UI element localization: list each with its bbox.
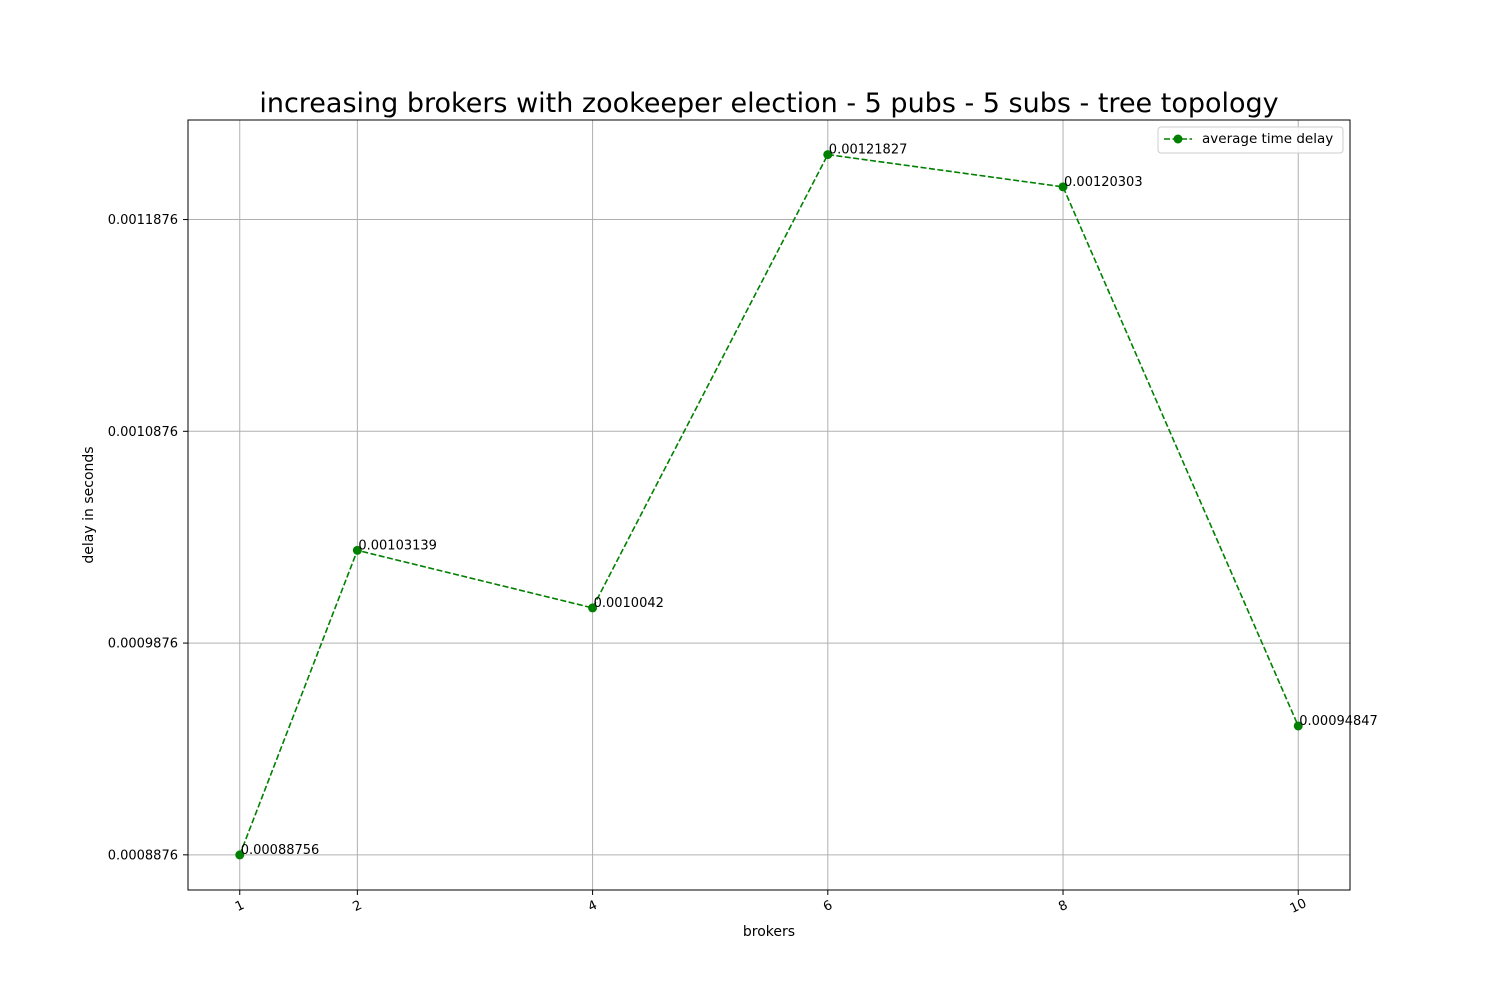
axes: 1 2 4 6 8 10 0.0008876 0.0009876 0.0010876 0.0011… <box>108 213 1309 917</box>
data-label: 0.00088756 <box>241 843 320 858</box>
y-axis-label: delay in seconds <box>81 446 97 563</box>
y-tick-label: 0.0010876 <box>108 425 178 440</box>
grid <box>188 120 1350 890</box>
x-tick-label: 6 <box>821 898 835 915</box>
legend: average time delay <box>1157 126 1344 154</box>
series-line <box>239 153 1299 856</box>
legend-entry-label: average time delay <box>1202 131 1333 147</box>
y-tick-label: 0.0008876 <box>108 848 178 863</box>
y-tick-label: 0.0011876 <box>108 213 178 228</box>
series-layer <box>235 150 1303 860</box>
x-tick-label: 8 <box>1056 898 1070 915</box>
x-tick-label: 4 <box>586 898 600 915</box>
x-axis-label: brokers <box>743 924 795 940</box>
y-tick-label: 0.0009876 <box>108 637 178 652</box>
data-label: 0.00094847 <box>1299 714 1378 729</box>
legend-box <box>1157 126 1344 154</box>
data-point <box>823 150 833 160</box>
data-label: 0.0010042 <box>594 596 664 611</box>
data-label: 0.00121827 <box>829 143 908 158</box>
plot-frame <box>187 119 1351 891</box>
x-tick-label: 1 <box>233 898 247 915</box>
data-point <box>588 603 598 613</box>
legend-marker-swatch <box>1173 134 1183 144</box>
data-point <box>1293 721 1303 731</box>
data-label: 0.00120303 <box>1064 175 1143 190</box>
x-tick-label: 2 <box>351 898 365 915</box>
data-label: 0.00103139 <box>358 538 437 553</box>
data-labels: 0.00088756 0.00103139 0.0010042 0.00121827 0… <box>241 143 1378 858</box>
data-point <box>352 545 362 555</box>
data-point <box>235 850 245 860</box>
chart-title: increasing brokers with zookeeper electi… <box>259 88 1278 119</box>
data-point <box>1058 182 1068 192</box>
x-tick-label: 10 <box>1288 896 1309 917</box>
